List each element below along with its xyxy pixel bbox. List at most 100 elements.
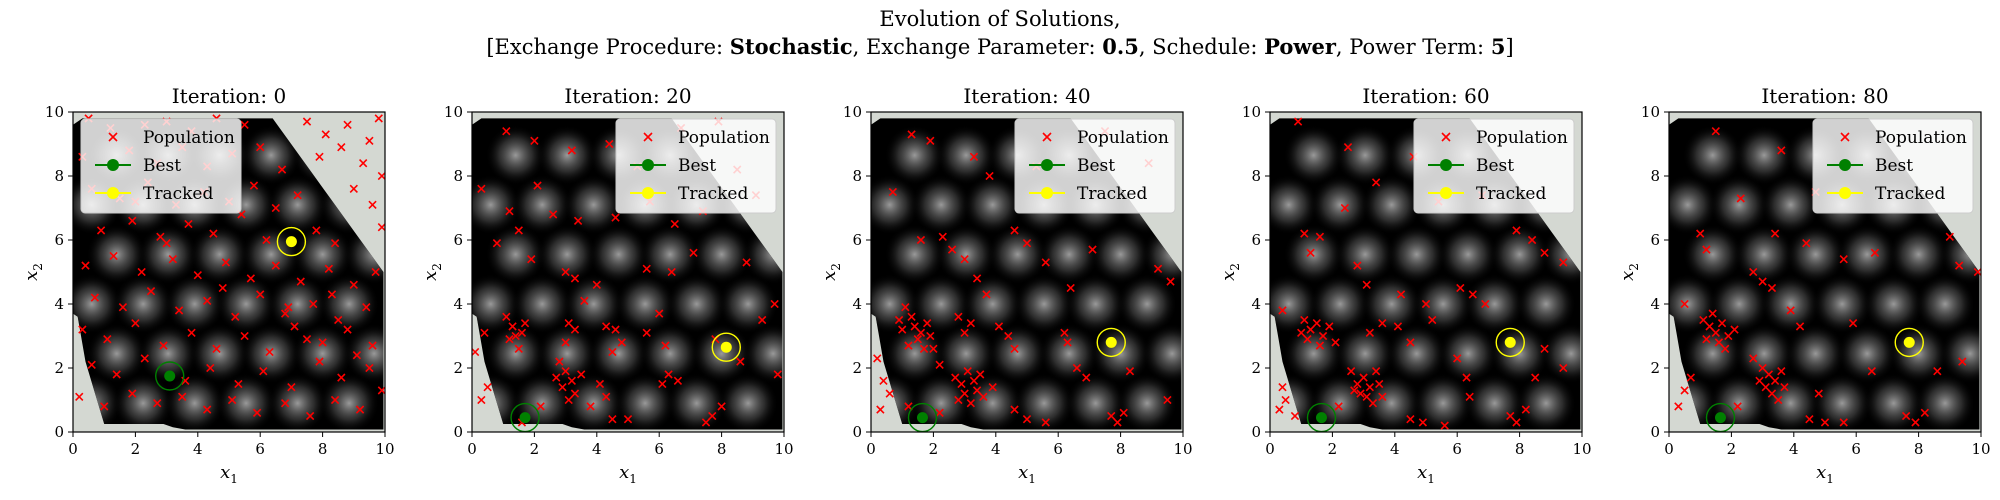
population-point [994, 322, 1004, 331]
population-point [315, 357, 324, 366]
axis-label-symbol: x [220, 462, 230, 483]
population-point [527, 255, 536, 264]
tracked-ring [711, 332, 741, 362]
population-point [502, 127, 511, 136]
population-point [1911, 418, 1920, 427]
landscape-bump [691, 224, 752, 285]
population-point [670, 219, 679, 229]
legend-population-marker [1441, 132, 1451, 142]
legend-label: Best [1476, 156, 1514, 176]
x-axis-label: x1 [619, 462, 637, 486]
y-tick-label: 8 [1650, 167, 1660, 185]
population-point [252, 408, 262, 417]
population-point [184, 219, 193, 229]
figure-title-part: Power [1264, 34, 1336, 59]
population-point [573, 216, 583, 225]
population-point [103, 335, 112, 344]
population-point [564, 319, 573, 328]
tracked-point [1903, 336, 1915, 348]
population-point [608, 347, 617, 357]
landscape-bump [537, 125, 598, 186]
population-point [1708, 309, 1717, 318]
population-point [75, 392, 84, 401]
population-point [561, 338, 570, 347]
landscape-bump [1812, 373, 1873, 430]
population-point [174, 306, 184, 315]
population-point [1786, 306, 1795, 315]
population-point [988, 383, 997, 392]
population-point [894, 315, 904, 325]
population-point [1325, 322, 1334, 331]
tracked-point [1105, 336, 1117, 348]
legend: Population Best Tracked [1413, 118, 1575, 214]
population-point [221, 258, 231, 267]
legend-label: Population [143, 128, 235, 148]
population-point [1696, 229, 1705, 238]
population-point [533, 181, 542, 190]
population-point [658, 379, 667, 389]
landscape-bump [666, 373, 727, 430]
population-point [1749, 354, 1758, 363]
population-point [567, 376, 577, 385]
population-point [1674, 402, 1683, 411]
y-tick-label: 6 [453, 231, 463, 249]
landscape-bump [537, 224, 598, 285]
population-point [209, 229, 218, 238]
landscape-bump [138, 224, 199, 285]
population-point [1393, 322, 1403, 331]
axis-label-symbol: x [1218, 271, 1239, 281]
y-tick-label: 4 [54, 295, 64, 313]
landscape-bump [563, 274, 624, 334]
population-point [982, 290, 991, 299]
legend-label: Population [1875, 128, 1967, 148]
population-point [577, 370, 586, 379]
tracked-ring [1096, 327, 1126, 358]
legend-label: Tracked [1476, 184, 1546, 204]
axis-label-symbol: x [21, 271, 42, 281]
y-tick-label: 4 [1650, 295, 1660, 313]
population-point [979, 392, 988, 401]
landscape-bump [615, 274, 676, 334]
population-point [1371, 367, 1381, 376]
population-point [1540, 344, 1549, 353]
population-point [1559, 363, 1568, 373]
population-point [159, 341, 168, 350]
landscape-bump [485, 125, 546, 186]
population-point [168, 255, 178, 264]
population-point [935, 360, 944, 369]
legend: Population Best Tracked [80, 118, 242, 214]
landscape-bump [936, 323, 997, 384]
landscape-bump [344, 323, 384, 384]
population-point [954, 395, 963, 405]
y-axis-label: x2 [420, 263, 444, 281]
population-point [770, 299, 779, 309]
landscape-bump [1785, 224, 1846, 285]
population-point [1378, 392, 1387, 401]
population-point [736, 357, 745, 366]
population-point [1814, 389, 1823, 398]
population-point [667, 267, 676, 277]
population-point [477, 395, 486, 405]
population-point [131, 319, 140, 328]
landscape-bump [718, 373, 779, 430]
population-point [1714, 338, 1724, 347]
landscape-bump [884, 323, 945, 384]
legend-label: Population [1077, 128, 1169, 148]
population-point [240, 331, 249, 341]
figure-title-part: 0.5 [1102, 34, 1139, 59]
tracked-ring [276, 226, 307, 257]
landscape-bump [267, 174, 328, 235]
population-point [976, 370, 985, 379]
landscape-bump [1065, 274, 1126, 334]
population-point [280, 309, 290, 318]
population-point [1041, 418, 1050, 427]
population-point [112, 370, 121, 379]
population-point [156, 232, 165, 241]
population-point [916, 328, 926, 337]
population-point [951, 373, 960, 382]
y-tick-label: 8 [54, 167, 64, 185]
landscape-bump [743, 323, 783, 384]
population-point [1306, 248, 1315, 257]
axis-label-subscript: 2 [1627, 263, 1641, 271]
population-point [960, 255, 969, 264]
